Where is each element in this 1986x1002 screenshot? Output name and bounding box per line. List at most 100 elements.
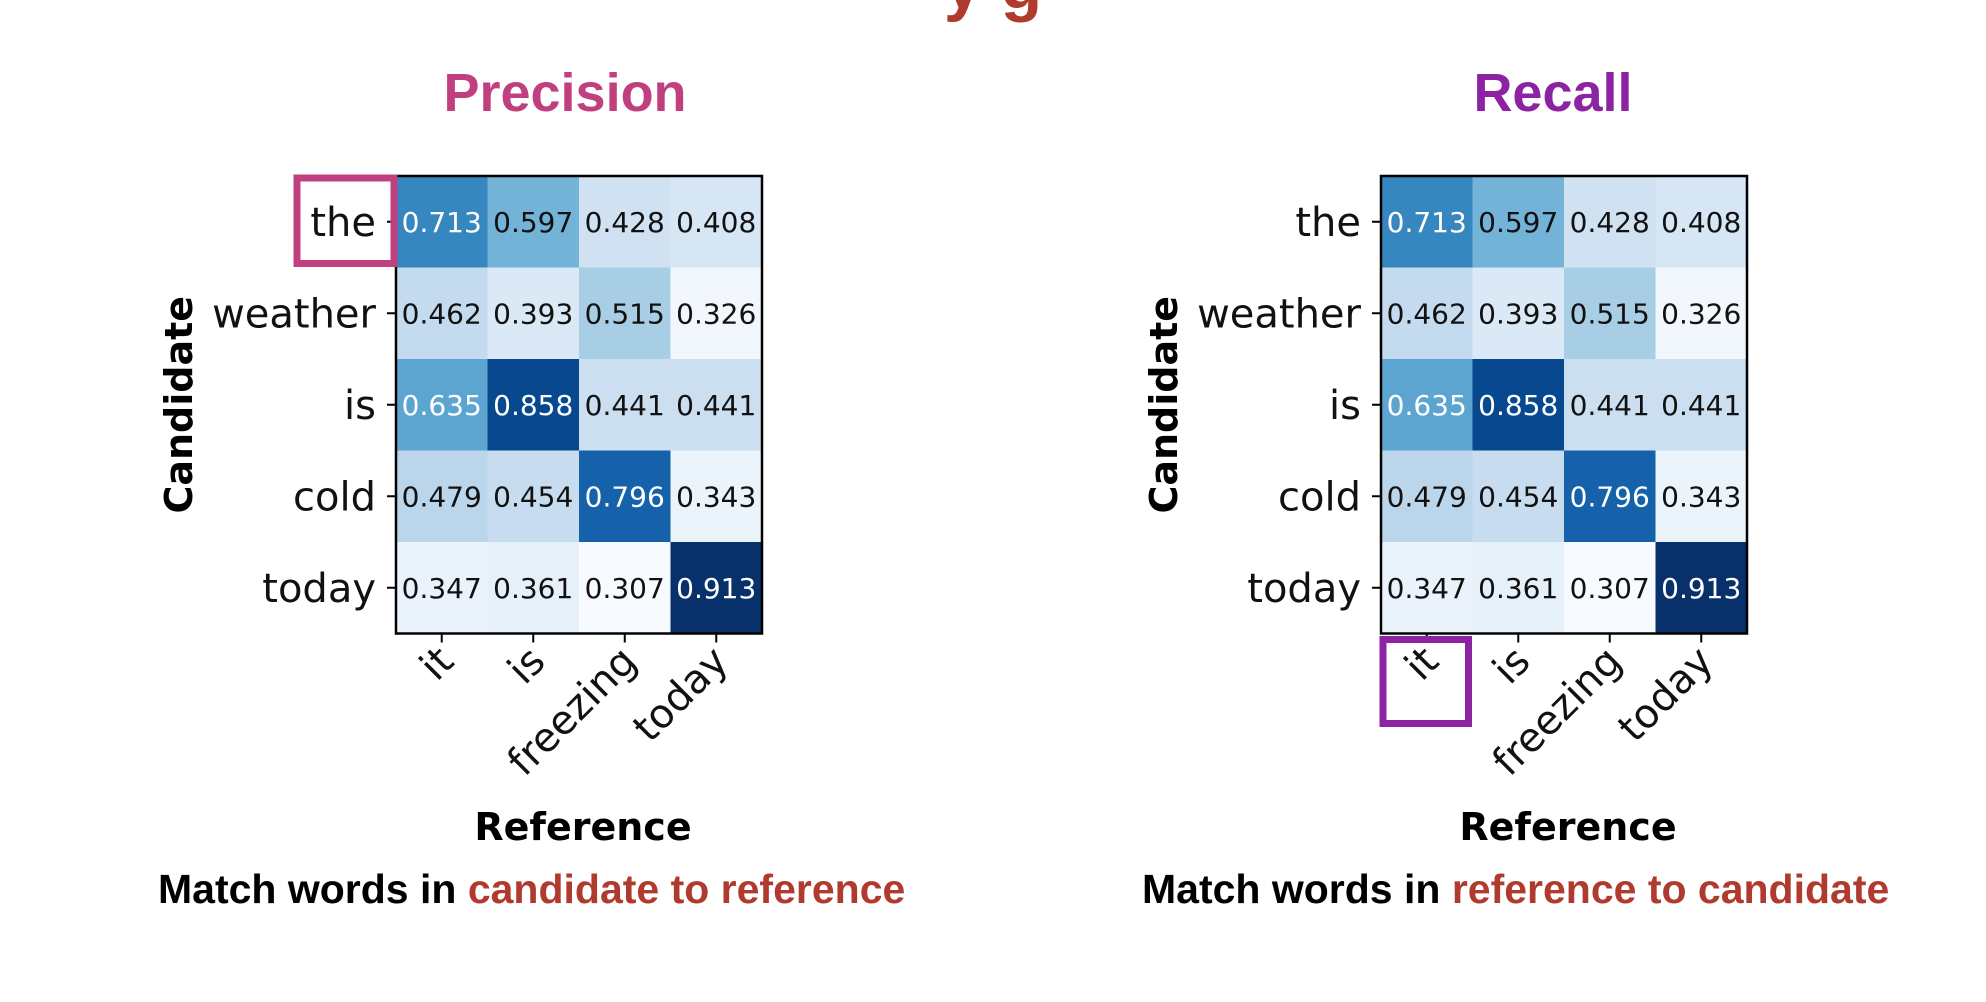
cell-value-4-3: 0.913 [1661,572,1741,605]
heatmap-cell-0-0 [1381,176,1473,268]
cell-value-4-3: 0.913 [676,572,756,605]
cell-value-0-3: 0.408 [676,206,756,239]
y-tick-label-2: is [1329,383,1361,429]
top-title-fragment: y g [0,0,1986,24]
y-axis-label: Candidate [1142,296,1186,514]
heatmap-cell-1-3 [1655,267,1748,360]
cell-value-2-3: 0.441 [676,389,756,422]
cell-value-2-0: 0.635 [402,389,482,422]
precision-title: Precision [443,63,687,123]
heatmap-cell-4-1 [487,542,580,634]
cell-value-2-1: 0.858 [493,389,573,422]
x-axis-label: Reference [474,805,691,849]
y-tick-label-3: cold [293,474,376,520]
precision-caption-prefix: Match words in [158,866,468,912]
y-axis-label: Candidate [157,296,201,514]
heatmap-cell-2-3 [1655,359,1748,451]
heatmap-cell-0-0 [396,176,488,268]
heatmap-cell-2-1 [1472,359,1565,451]
cell-value-4-2: 0.307 [1570,572,1650,605]
cell-value-1-1: 0.393 [1478,297,1558,330]
x-tick-label-3: today [1609,638,1722,751]
cell-value-3-0: 0.479 [402,480,482,513]
heatmap-cell-2-0 [396,359,488,451]
cell-value-0-2: 0.428 [585,206,665,239]
heatmap-cell-3-0 [396,450,488,543]
cell-value-3-1: 0.454 [1478,480,1558,513]
heatmap-cell-2-0 [1381,359,1473,451]
recall-caption: Match words in reference to candidate [1142,866,1889,913]
y-tick-label-1: weather [1197,291,1361,337]
x-tick-label-0: it [411,638,462,689]
cell-value-3-1: 0.454 [493,480,573,513]
cell-value-4-1: 0.361 [1478,572,1558,605]
cell-value-4-0: 0.347 [402,572,482,605]
recall-heatmap: 0.713 0.597 0.428 0.408 0.462 0.393 0.515 0.326… [1142,174,1749,849]
recall-panel: Recall 0.713 0.597 0.428 0.408 0.462 0.393 0.5… [985,0,1978,1002]
recall-title: Recall [1473,63,1633,123]
cell-value-1-2: 0.515 [585,297,665,330]
y-tick-label-4: today [1247,566,1361,612]
heatmap-cell-0-2 [579,176,671,268]
cell-value-0-3: 0.408 [1661,206,1741,239]
cell-value-3-3: 0.343 [1661,480,1741,513]
recall-caption-highlight: reference to candidate [1451,866,1890,912]
heatmap-cell-2-1 [487,359,580,451]
cell-value-1-2: 0.515 [1570,297,1650,330]
heatmap-cell-3-3 [670,450,763,543]
heatmap-cell-1-2 [1564,267,1656,360]
heatmap-cell-0-3 [670,176,763,268]
heatmap-cell-3-3 [1655,450,1748,543]
heatmap-cell-4-1 [1472,542,1565,634]
cell-value-1-0: 0.462 [402,297,482,330]
cell-value-4-1: 0.361 [493,572,573,605]
y-tick-label-4: today [262,566,376,612]
cell-value-3-3: 0.343 [676,480,756,513]
heatmap-cell-1-1 [487,267,580,360]
heatmap-cell-4-0 [396,542,488,634]
cell-value-4-0: 0.347 [1387,572,1467,605]
cell-value-0-0: 0.713 [402,206,482,239]
y-tick-label-0: the [1295,200,1361,246]
cell-value-1-0: 0.462 [1387,297,1467,330]
heatmap-cell-2-3 [670,359,763,451]
cell-value-0-1: 0.597 [493,206,573,239]
heatmap-cell-1-0 [396,267,488,360]
y-tick-label-3: cold [1278,474,1361,520]
heatmap-cell-4-3 [670,542,763,634]
x-tick-label-3: today [624,638,737,751]
y-tick-label-1: weather [212,291,376,337]
heatmap-cell-0-1 [487,176,580,268]
cell-value-3-2: 0.796 [585,480,665,513]
recall-caption-prefix: Match words in [1142,866,1452,912]
heatmap-cell-1-1 [1472,267,1565,360]
heatmap-cell-0-3 [1655,176,1748,268]
precision-caption: Match words in candidate to reference [158,866,905,913]
cell-value-2-2: 0.441 [585,389,665,422]
cell-value-2-2: 0.441 [1570,389,1650,422]
cell-value-0-2: 0.428 [1570,206,1650,239]
precision-caption-highlight: candidate to reference [467,866,906,912]
highlight-box [293,174,398,267]
heatmap-cell-3-0 [1381,450,1473,543]
heatmap-cell-2-2 [1564,359,1656,451]
heatmap-cell-4-2 [1564,542,1656,634]
x-tick-label-1: is [1484,638,1539,693]
cell-value-2-3: 0.441 [1661,389,1741,422]
cell-value-0-0: 0.713 [1387,206,1467,239]
precision-panel: Precision 0.713 0.597 0.428 0.408 0.462 0.393… [157,63,905,913]
heatmap-cell-3-1 [1472,450,1565,543]
cell-value-4-2: 0.307 [585,572,665,605]
cell-value-2-1: 0.858 [1478,389,1558,422]
cell-value-3-0: 0.479 [1387,480,1467,513]
cell-value-2-0: 0.635 [1387,389,1467,422]
x-tick-label-1: is [499,638,554,693]
cell-value-1-3: 0.326 [1661,297,1741,330]
x-axis-label: Reference [1459,805,1676,849]
heatmap-cell-3-2 [579,450,671,543]
heatmap-cell-4-2 [579,542,671,634]
heatmap-cell-3-2 [1564,450,1656,543]
heatmap-cell-4-3 [1655,542,1748,634]
heatmap-cell-1-0 [1381,267,1473,360]
cell-value-1-3: 0.326 [676,297,756,330]
